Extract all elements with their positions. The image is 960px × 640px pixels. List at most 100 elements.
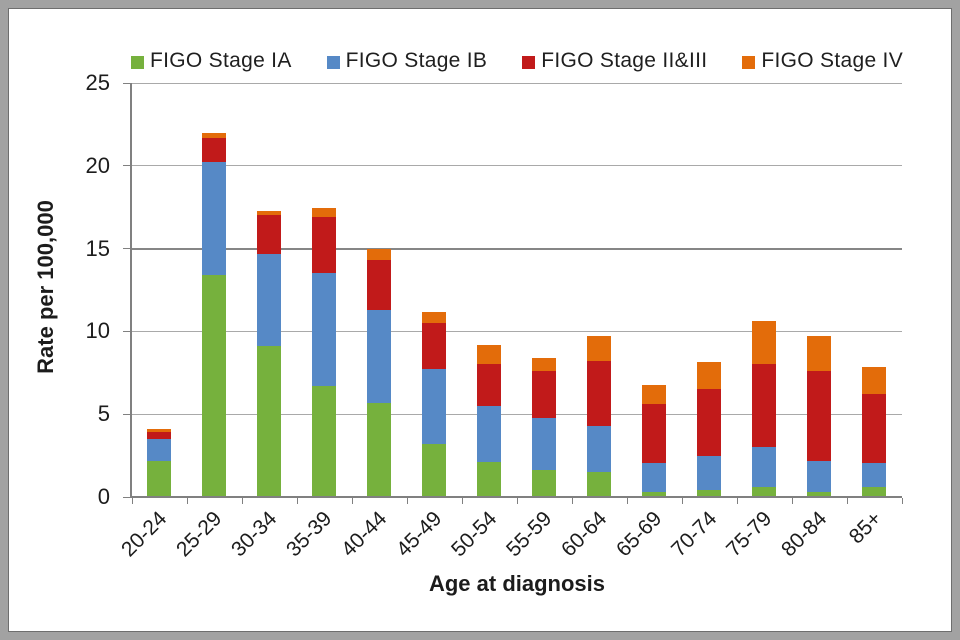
y-tick-label: 15 bbox=[85, 235, 110, 261]
x-axis-tick bbox=[901, 498, 903, 504]
y-axis-tick bbox=[122, 165, 130, 167]
bar-segment bbox=[312, 217, 336, 274]
x-axis-tick bbox=[846, 498, 848, 504]
y-axis-title: Rate per 100,000 bbox=[33, 200, 58, 374]
bar-segment bbox=[642, 385, 666, 405]
x-axis-title: Age at diagnosis bbox=[428, 571, 606, 596]
gridline bbox=[131, 247, 902, 250]
bar-segment bbox=[587, 336, 611, 362]
bar-segment bbox=[367, 403, 391, 497]
bar-segment bbox=[532, 357, 556, 372]
bar-segment bbox=[752, 487, 776, 497]
bar-segment bbox=[147, 439, 171, 461]
x-axis-tick bbox=[516, 498, 518, 504]
legend-item: FIGO Stage IB bbox=[326, 49, 488, 73]
bar-segment bbox=[862, 367, 886, 395]
bar-segment bbox=[257, 211, 281, 216]
x-axis-tick bbox=[351, 498, 353, 504]
y-tick-label: 25 bbox=[85, 70, 110, 95]
bar-segment bbox=[257, 346, 281, 497]
legend-swatch bbox=[131, 55, 144, 69]
bar-segment bbox=[367, 260, 391, 310]
y-axis-tick bbox=[122, 248, 130, 250]
x-axis-tick bbox=[241, 498, 243, 504]
gridline bbox=[131, 165, 902, 167]
x-axis-tick bbox=[296, 498, 298, 504]
bar-segment bbox=[477, 345, 501, 364]
bar-segment bbox=[807, 461, 831, 493]
bar-segment bbox=[752, 321, 776, 364]
x-axis-tick bbox=[131, 498, 133, 504]
bar-segment bbox=[477, 405, 501, 463]
bar-segment bbox=[532, 469, 556, 497]
x-axis-tick bbox=[571, 498, 573, 504]
bar-segment bbox=[587, 425, 611, 473]
bar-segment bbox=[862, 394, 886, 464]
bar-segment bbox=[642, 404, 666, 464]
legend-swatch bbox=[742, 55, 756, 69]
bar-segment bbox=[422, 369, 446, 444]
bar-segment bbox=[697, 489, 721, 497]
bar-segment bbox=[807, 335, 831, 372]
legend-label: FIGO Stage IB bbox=[345, 49, 488, 72]
bar-segment bbox=[807, 371, 831, 462]
bar-segment bbox=[697, 455, 721, 490]
bar-segment bbox=[587, 361, 611, 426]
bar-segment bbox=[202, 132, 226, 138]
bar-segment bbox=[532, 371, 556, 418]
bar-segment bbox=[257, 215, 281, 254]
legend-label: FIGO Stage IV bbox=[761, 49, 903, 72]
legend-swatch bbox=[522, 55, 536, 69]
bar-segment bbox=[312, 273, 336, 387]
bar-segment bbox=[477, 363, 501, 406]
x-axis-tick bbox=[461, 498, 463, 504]
x-axis bbox=[130, 496, 902, 498]
y-tick-label: 20 bbox=[85, 152, 110, 178]
legend-label: FIGO Stage II&III bbox=[541, 49, 708, 72]
bar-segment bbox=[422, 444, 446, 497]
bar-segment bbox=[202, 162, 226, 276]
bar-segment bbox=[257, 253, 281, 347]
y-axis-tick bbox=[122, 496, 130, 498]
bar-segment bbox=[752, 447, 776, 488]
bar-segment bbox=[862, 463, 886, 488]
bar-segment bbox=[422, 323, 446, 370]
bar-segment bbox=[367, 248, 391, 261]
legend-item: FIGO Stage IV bbox=[742, 49, 903, 73]
bar-segment bbox=[752, 363, 776, 448]
bar-segment bbox=[202, 275, 226, 497]
bar-segment bbox=[312, 208, 336, 218]
bar-segment bbox=[147, 429, 171, 432]
y-tick-label: 0 bbox=[97, 484, 110, 509]
legend-item: FIGO Stage II&III bbox=[522, 49, 707, 73]
y-axis-tick bbox=[122, 330, 130, 332]
bar-segment bbox=[422, 311, 446, 324]
bar-segment bbox=[312, 386, 336, 497]
bar-segment bbox=[532, 417, 556, 470]
y-axis-tick bbox=[122, 82, 130, 84]
gridline bbox=[131, 82, 902, 84]
bar-segment bbox=[697, 362, 721, 390]
x-axis-tick bbox=[626, 498, 628, 504]
bar-segment bbox=[587, 472, 611, 497]
bar-segment bbox=[642, 492, 666, 497]
bar-segment bbox=[367, 309, 391, 404]
legend-label: FIGO Stage IA bbox=[150, 49, 292, 72]
gridline bbox=[131, 413, 902, 415]
x-axis-tick bbox=[736, 498, 738, 504]
y-axis bbox=[130, 83, 132, 498]
x-axis-tick bbox=[186, 498, 188, 504]
legend: FIGO Stage IA FIGO Stage IB FIGO Stage II&… bbox=[131, 46, 903, 76]
bar-segment bbox=[697, 389, 721, 456]
bar-segment bbox=[147, 460, 171, 497]
x-axis-tick bbox=[791, 498, 793, 504]
bar-segment bbox=[477, 462, 501, 497]
x-axis-tick bbox=[681, 498, 683, 504]
y-axis-tick bbox=[122, 413, 130, 415]
bar-segment bbox=[642, 463, 666, 493]
legend-swatch bbox=[326, 55, 340, 69]
y-tick-label: 5 bbox=[97, 401, 110, 427]
